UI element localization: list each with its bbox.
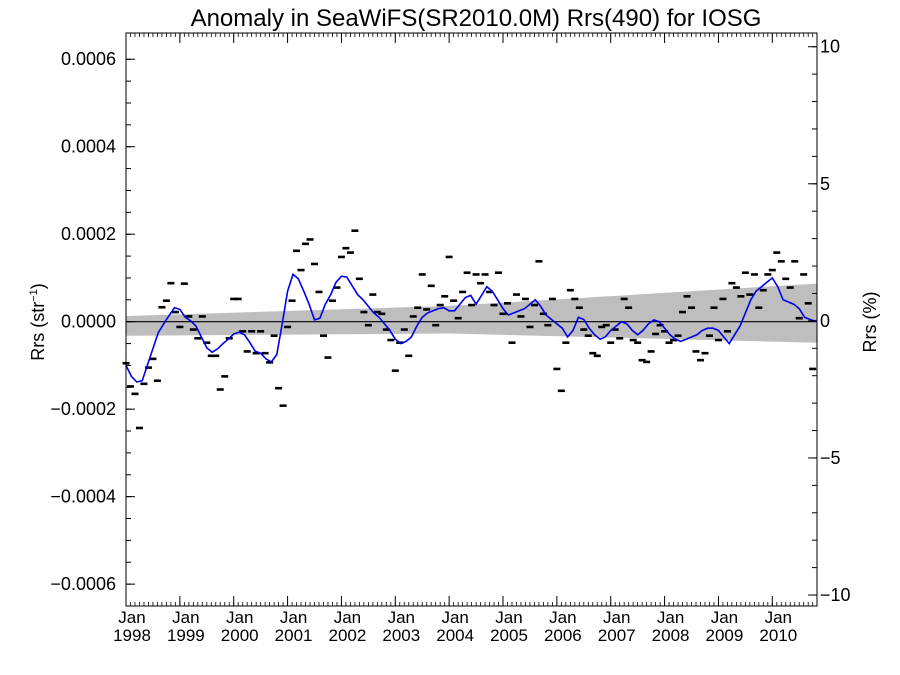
- x-tick-month: Jan: [280, 608, 307, 627]
- x-tick-year: 2004: [436, 626, 474, 645]
- left-tick-label: 0.0006: [61, 49, 116, 69]
- left-tick-label: 0.0002: [61, 224, 116, 244]
- right-axis-label: Rrs (%): [860, 292, 880, 353]
- uncertainty-band: [126, 283, 817, 343]
- x-tick-month: Jan: [334, 608, 361, 627]
- right-tick-label: −5: [820, 448, 841, 468]
- left-y-axis: 0.0006 0.0004 0.0002 0.0000 −0.0002 −0.0004 −0…: [50, 49, 135, 594]
- left-axis-label-base: Rrs (str: [28, 302, 48, 361]
- x-tick-month: Jan: [226, 608, 253, 627]
- x-tick-year: 2003: [382, 626, 420, 645]
- left-axis-label: Rrs (str−1): [28, 283, 48, 361]
- right-y-axis: 10 5 0 −5 −10: [808, 37, 851, 605]
- x-tick-year: 2008: [652, 626, 690, 645]
- x-tick-month: Jan: [549, 608, 576, 627]
- right-tick-label: −10: [820, 585, 851, 605]
- left-tick-label: 0.0004: [61, 137, 116, 157]
- x-tick-year: 2000: [221, 626, 259, 645]
- smoothed-series-line: [125, 273, 818, 383]
- x-tick-year: 2001: [275, 626, 313, 645]
- x-tick-year: 2007: [598, 626, 636, 645]
- x-tick-year: 2009: [706, 626, 744, 645]
- x-tick-month: Jan: [388, 608, 415, 627]
- left-tick-label: −0.0006: [50, 574, 116, 594]
- smoothed-series-layer: [125, 273, 818, 383]
- left-tick-label: −0.0004: [50, 487, 116, 507]
- left-tick-label: 0.0000: [61, 312, 116, 332]
- x-tick-month: Jan: [765, 608, 792, 627]
- x-tick-year: 2005: [490, 626, 528, 645]
- x-tick-year: 2006: [544, 626, 582, 645]
- x-tick-month: Jan: [441, 608, 468, 627]
- x-tick-month: Jan: [603, 608, 630, 627]
- x-tick-year: 2010: [759, 626, 797, 645]
- monthly-points-layer: [122, 229, 817, 430]
- x-tick-year: 1999: [167, 626, 205, 645]
- x-tick-month: Jan: [118, 608, 145, 627]
- x-tick-year: 1998: [113, 626, 151, 645]
- x-tick-month: Jan: [657, 608, 684, 627]
- x-tick-month: Jan: [495, 608, 522, 627]
- uncertainty-band-layer: [126, 283, 817, 343]
- right-tick-label: 0: [820, 311, 830, 331]
- right-tick-label: 10: [820, 37, 840, 57]
- x-tick-year: 2002: [329, 626, 367, 645]
- left-axis-label-end: ): [28, 283, 48, 289]
- left-axis-label-sup: −1: [28, 289, 40, 302]
- x-tick-month: Jan: [172, 608, 199, 627]
- right-tick-label: 5: [820, 174, 830, 194]
- left-tick-label: −0.0002: [50, 399, 116, 419]
- chart-title: Anomaly in SeaWiFS(SR2010.0M) Rrs(490) f…: [191, 5, 762, 32]
- x-tick-month: Jan: [711, 608, 738, 627]
- x-axis: Jan1998Jan1999Jan2000Jan2001Jan2002Jan20…: [113, 33, 814, 645]
